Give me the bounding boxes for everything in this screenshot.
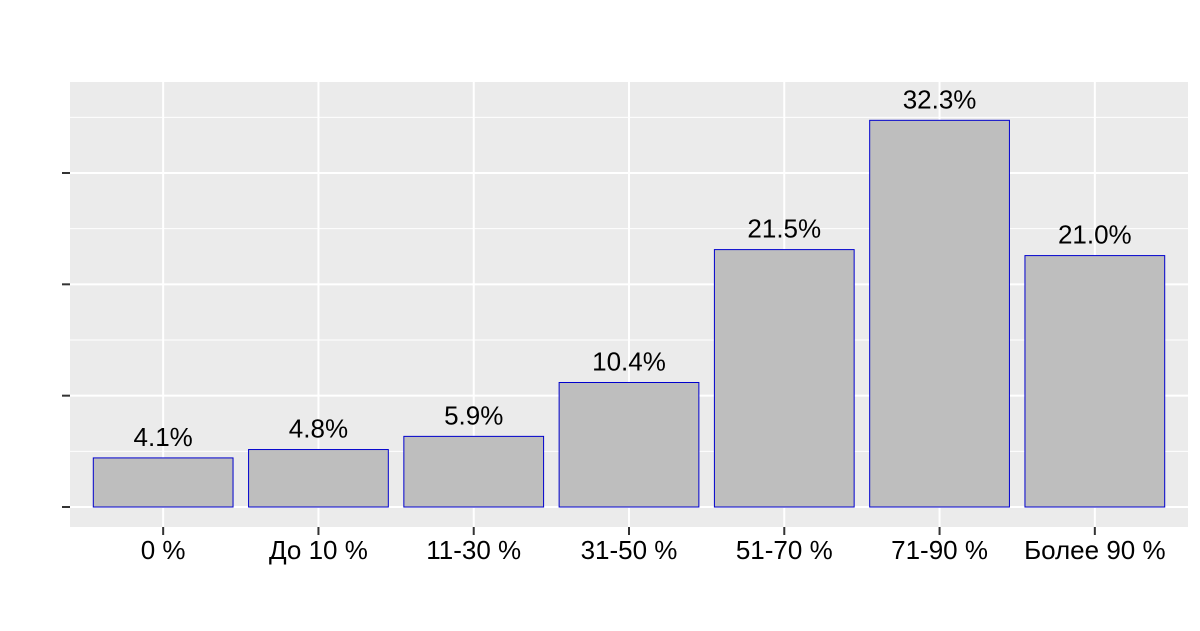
bar [558,381,700,508]
value-label: 4.1% [134,422,193,452]
bar [92,457,234,508]
x-tick-label: 31-50 % [581,535,678,565]
value-label: 4.8% [289,414,348,444]
value-label: 21.5% [747,214,821,244]
x-tick-label: 71-90 % [891,535,988,565]
bar [1024,255,1166,508]
x-tick-label: 51-70 % [736,535,833,565]
bar [713,249,855,508]
x-tick-label: 0 % [141,535,186,565]
value-label: 5.9% [444,400,503,430]
bar [403,435,545,508]
x-tick-label: 11-30 % [426,535,521,565]
bar [869,119,1010,508]
value-label: 10.4% [592,346,666,376]
x-tick-label: До 10 % [269,535,368,565]
x-tick-label: Более 90 % [1024,535,1166,565]
value-label: 32.3% [903,84,977,114]
bar [248,449,389,508]
value-label: 21.0% [1058,220,1132,250]
